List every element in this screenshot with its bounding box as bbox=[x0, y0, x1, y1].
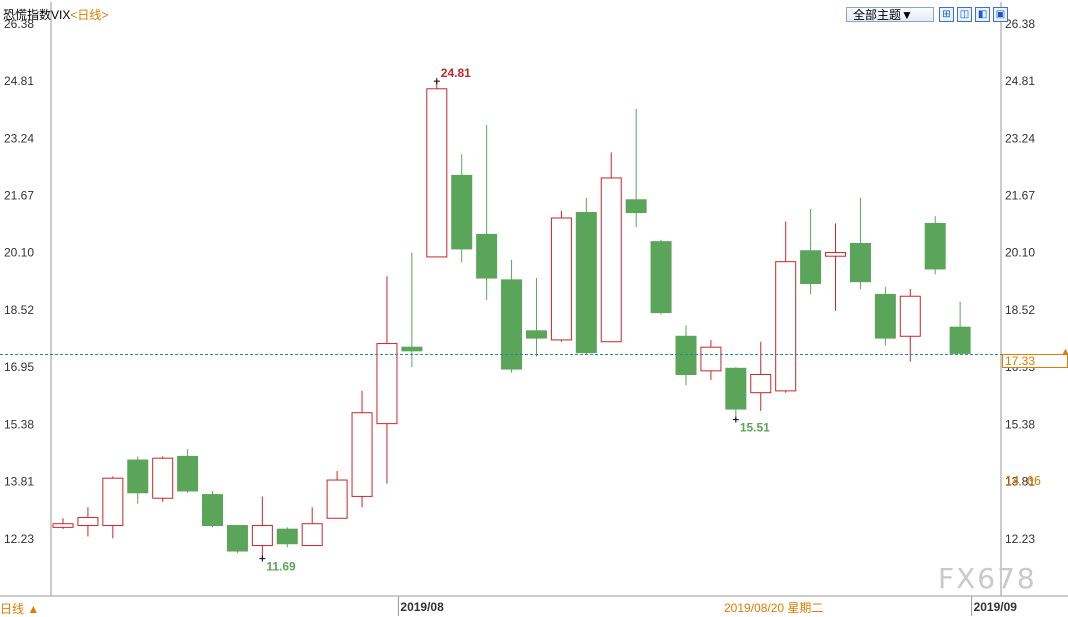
candle-down bbox=[874, 293, 896, 339]
expand-icon[interactable]: ▣ bbox=[993, 7, 1008, 22]
period-toggle-button[interactable]: 日线 ▲ bbox=[0, 602, 40, 616]
candle-down bbox=[849, 242, 871, 283]
high-annotation: 24.81 bbox=[441, 66, 471, 80]
candle-down bbox=[575, 212, 597, 354]
y-tick-label-left: 15.38 bbox=[4, 417, 34, 431]
y-tick-label-left: 26.38 bbox=[4, 17, 34, 31]
crosshair-marker-icon: ▲ bbox=[1061, 346, 1068, 356]
candle-down bbox=[525, 330, 547, 339]
candle-up bbox=[351, 412, 373, 497]
low-annotation: 15.51 bbox=[740, 421, 770, 435]
candle-up bbox=[899, 295, 921, 337]
candle-up bbox=[426, 88, 448, 258]
y-tick-label-left: 24.81 bbox=[4, 74, 34, 88]
watermark-logo: FX678 bbox=[938, 562, 1037, 595]
candle-down bbox=[476, 233, 498, 279]
candle-up bbox=[775, 261, 797, 392]
y-tick-label-right: 24.81 bbox=[1005, 74, 1035, 88]
crosshair-date-label: 2019/08/20 星期二 bbox=[724, 599, 824, 616]
candle-up bbox=[376, 343, 398, 425]
candle-up bbox=[251, 525, 273, 547]
candle-down bbox=[451, 174, 473, 250]
candle-down bbox=[501, 279, 523, 370]
candle-up bbox=[52, 523, 74, 528]
y-tick-label-right: 21.67 bbox=[1005, 188, 1035, 202]
y-tick-label-left: 21.67 bbox=[4, 188, 34, 202]
candle-up bbox=[152, 457, 174, 499]
candle-down bbox=[650, 241, 672, 314]
candle-down bbox=[675, 335, 697, 375]
y-tick-label-right: 13.81 bbox=[1005, 474, 1035, 488]
candle-down bbox=[401, 346, 423, 352]
y-tick-label-left: 13.81 bbox=[4, 474, 34, 488]
candle-up bbox=[301, 523, 323, 547]
candle-down bbox=[177, 455, 199, 492]
candle-up bbox=[326, 479, 348, 519]
candle-down bbox=[202, 494, 224, 527]
x-tick-label: 2019/08 bbox=[400, 600, 444, 614]
index-name: 恐慌指数VIX bbox=[3, 8, 71, 22]
candle-down bbox=[725, 367, 747, 410]
y-axis: 26.38 26.38 24.81 24.81 23.24 23.24 21.67 21.67… bbox=[4, 17, 1035, 614]
candle-up bbox=[550, 217, 572, 341]
y-tick-label-left: 20.10 bbox=[4, 246, 34, 260]
y-tick-label-right: 12.23 bbox=[1005, 532, 1035, 546]
candle-up bbox=[77, 517, 99, 527]
candle-up bbox=[700, 346, 722, 372]
chart-left-icon[interactable]: ◧ bbox=[975, 7, 990, 22]
candle-down bbox=[800, 250, 822, 285]
annotations: 24.81 11.69 15.51 bbox=[259, 66, 770, 574]
y-tick-label-left: 16.95 bbox=[4, 360, 34, 374]
y-tick-label-left: 18.52 bbox=[4, 303, 34, 317]
crosshair-price-label: 17.33 bbox=[1002, 354, 1068, 368]
y-tick-label-right: 26.38 bbox=[1005, 17, 1035, 31]
y-tick-label-right: 20.10 bbox=[1005, 246, 1035, 260]
candle-down bbox=[924, 222, 946, 270]
candle-up bbox=[102, 477, 124, 527]
y-tick-label-right: 18.52 bbox=[1005, 303, 1035, 317]
y-tick-label-right: 15.38 bbox=[1005, 417, 1035, 431]
candle-down bbox=[276, 528, 298, 545]
candle-down bbox=[226, 525, 248, 552]
reference-price-label: 14.06 bbox=[1005, 474, 1042, 488]
candle-up bbox=[750, 373, 772, 394]
x-tick-label: 2019/09 bbox=[974, 600, 1018, 614]
fit-icon[interactable]: ⊞ bbox=[939, 7, 954, 22]
crosshair-line bbox=[0, 354, 1068, 355]
y-tick-label-left: 12.23 bbox=[4, 532, 34, 546]
y-tick-label-left: 23.24 bbox=[4, 131, 34, 145]
candle-down bbox=[625, 199, 647, 214]
candle-up bbox=[600, 177, 622, 343]
candle-down bbox=[949, 326, 971, 354]
candles bbox=[52, 81, 971, 559]
theme-dropdown-button[interactable]: 全部主题▼ bbox=[846, 7, 934, 22]
period-label: <日线> bbox=[70, 8, 109, 22]
candle-down bbox=[127, 459, 149, 494]
y-tick-label-right: 23.24 bbox=[1005, 131, 1035, 145]
candle-up bbox=[825, 252, 847, 257]
toolbar: ⊞ ◫ ◧ ▣ bbox=[939, 7, 1008, 22]
low-annotation: 11.69 bbox=[266, 560, 296, 574]
split-icon[interactable]: ◫ bbox=[957, 7, 972, 22]
chart-title: 恐慌指数VIX<日线> bbox=[3, 6, 108, 23]
